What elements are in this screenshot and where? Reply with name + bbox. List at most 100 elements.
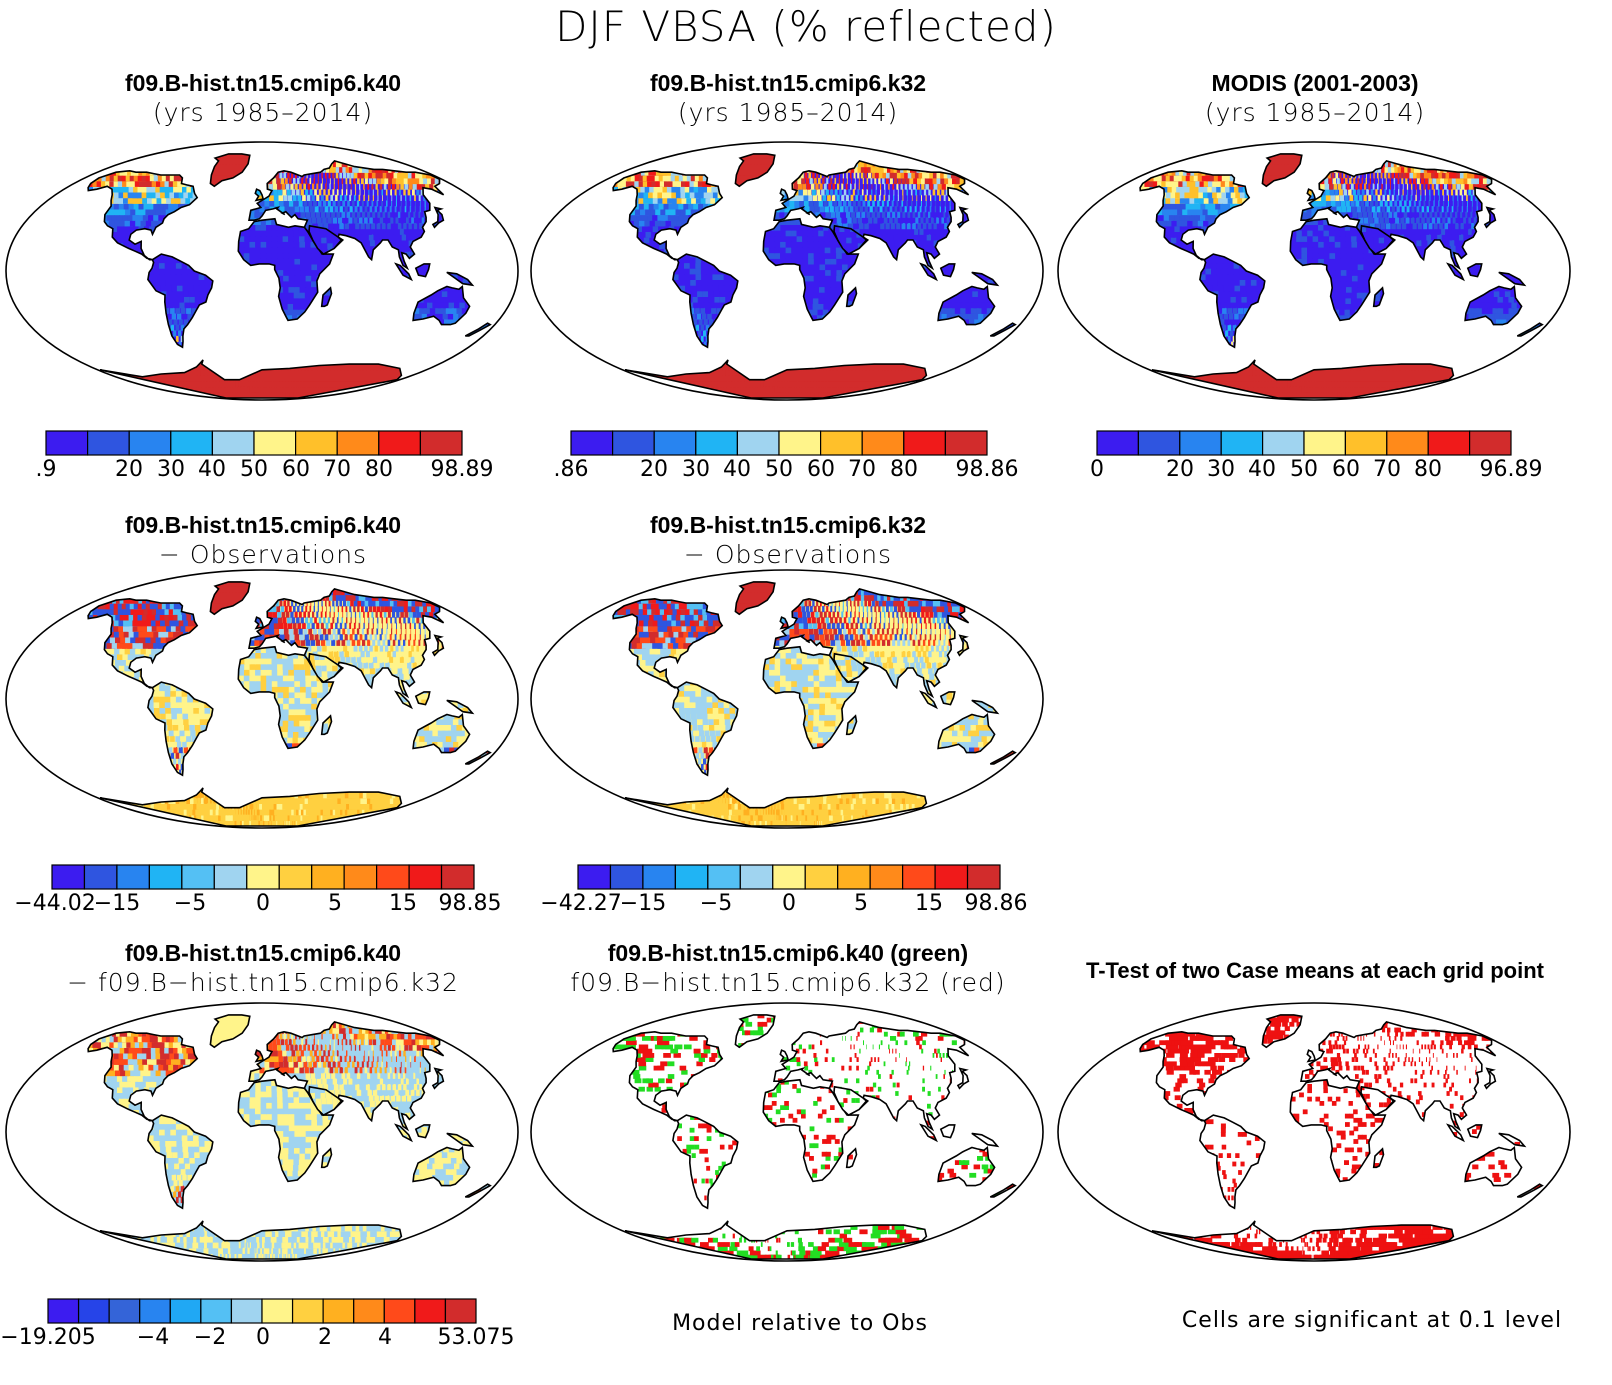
- colorbar-box: [1179, 430, 1222, 456]
- coastline-japan: [956, 206, 970, 229]
- colorbar-box: [83, 864, 118, 890]
- colorbar-box: [148, 864, 183, 890]
- coastline-britain: [779, 188, 790, 202]
- colorbar-box: [440, 864, 475, 890]
- colorbar-box: [169, 1298, 202, 1324]
- coastline-britain: [779, 616, 790, 630]
- panel-title: f09.B-hist.tn15.cmip6.k32: [649, 70, 927, 96]
- coastline-newguinea: [971, 271, 1000, 287]
- coastline-japan: [1483, 206, 1497, 229]
- map-closer: [530, 1002, 1044, 1262]
- colorbar-box: [1469, 430, 1512, 456]
- coastline-borneo: [414, 263, 431, 278]
- colorbar-box: [804, 864, 839, 890]
- coastline-borneo: [1466, 263, 1483, 278]
- coastline-borneo: [939, 1124, 956, 1139]
- colorbar-box: [378, 430, 421, 456]
- coastline-borneo: [1466, 1124, 1483, 1139]
- colorbar-label: 15: [389, 891, 417, 916]
- colorbar-label: 20: [115, 457, 143, 482]
- map-bias2: [530, 569, 1044, 829]
- coastline-arabia: [308, 1085, 343, 1117]
- coastline-africa: [762, 1078, 860, 1183]
- coastline-eurasia: [1300, 1020, 1497, 1132]
- colorbar-label: 80: [1414, 457, 1442, 482]
- coastline-eurasia: [248, 159, 445, 271]
- colorbar-box: [47, 1298, 80, 1324]
- coastline-southamerica: [1199, 253, 1266, 349]
- coastline-japan: [431, 1067, 445, 1090]
- map-border: [5, 1002, 519, 1262]
- colorbar-box: [869, 864, 904, 890]
- colorbar-box: [611, 430, 655, 456]
- colorbar-label: 0: [256, 1325, 270, 1350]
- colorbar-label: .86: [554, 457, 589, 482]
- colorbar-box: [1220, 430, 1264, 456]
- colorbar-label: 70: [848, 457, 876, 482]
- coastline-greenland: [734, 581, 776, 616]
- coastline-australia: [937, 284, 996, 326]
- coastline-namerica: [1139, 1030, 1251, 1122]
- colorbar-label: −2: [194, 1325, 226, 1350]
- map-case2: [530, 141, 1044, 401]
- coastline-namerica: [87, 169, 199, 261]
- coastline-antarctica: [624, 1220, 928, 1260]
- coastline-namerica: [87, 1030, 199, 1122]
- colorbar-label: 5: [854, 891, 868, 916]
- colorbar-box: [944, 430, 988, 456]
- coastline-newguinea: [971, 699, 1000, 715]
- colorbar-label: 2: [318, 1325, 332, 1350]
- coastline-greenland: [1261, 153, 1303, 188]
- colorbar-box: [295, 430, 338, 456]
- coastline-nz: [989, 750, 1017, 765]
- colorbar-label: 50: [765, 457, 793, 482]
- coastline-greenland: [1261, 1014, 1303, 1049]
- coastline-eurasia: [1300, 159, 1497, 271]
- colorbar-box: [213, 864, 248, 890]
- coastline-britain: [1306, 1049, 1317, 1063]
- coastline-greenland: [209, 581, 251, 616]
- coastline-antarctica: [99, 787, 403, 827]
- coastline-nz: [1516, 322, 1544, 337]
- colorbar-label: 96.89: [1480, 457, 1543, 482]
- colorbar-label: 80: [890, 457, 918, 482]
- coastline-arabia: [833, 224, 868, 256]
- coastline-africa: [237, 217, 335, 322]
- coastline-nz: [989, 1183, 1017, 1198]
- colorbar-label: −4: [137, 1325, 169, 1350]
- map-border: [1057, 141, 1571, 401]
- coastline-africa: [237, 645, 335, 750]
- colorbar-box: [170, 430, 214, 456]
- panel-subtitle: − f09.B−hist.tn15.cmip6.k32: [67, 968, 459, 997]
- coastline-newguinea: [446, 699, 475, 715]
- colorbar-label: 50: [1290, 457, 1318, 482]
- panel-subtitle: f09.B−hist.tn15.cmip6.k32 (red): [570, 968, 1006, 997]
- panel-subtitle: − Observations: [158, 540, 368, 569]
- coastline-australia: [412, 284, 471, 326]
- coastline-africa: [237, 1078, 335, 1183]
- colorbar-label: −15: [94, 891, 140, 916]
- coastline-japan: [956, 1067, 970, 1090]
- coastline-nz: [464, 750, 492, 765]
- coastline-antarctica: [1151, 359, 1455, 399]
- coastline-britain: [254, 616, 265, 630]
- colorbar-label: 60: [807, 457, 835, 482]
- coastline-britain: [779, 1049, 790, 1063]
- colorbar-bias2: −42.27−15 −5 0 5 15 98.86: [540, 864, 1027, 916]
- colorbar-box: [200, 1298, 233, 1324]
- map-border: [530, 1002, 1044, 1262]
- coastline-australia: [412, 1145, 471, 1187]
- panel-title: f09.B-hist.tn15.cmip6.k32: [649, 512, 927, 538]
- panel-subtitle: (yrs 1985–2014): [1204, 98, 1426, 127]
- colorbar-box: [1262, 430, 1305, 456]
- coastline-indonesia: [919, 1123, 938, 1143]
- colorbar-box: [739, 864, 774, 890]
- colorbar-box: [108, 1298, 141, 1324]
- coastline-madagascar: [1372, 286, 1385, 308]
- colorbar-box: [253, 430, 297, 456]
- colorbar-label: −19.205: [0, 1325, 95, 1350]
- coastline-greenland: [209, 153, 251, 188]
- coastline-nz: [464, 1183, 492, 1198]
- colorbar-label: 30: [682, 457, 710, 482]
- colorbar-box: [261, 1298, 294, 1324]
